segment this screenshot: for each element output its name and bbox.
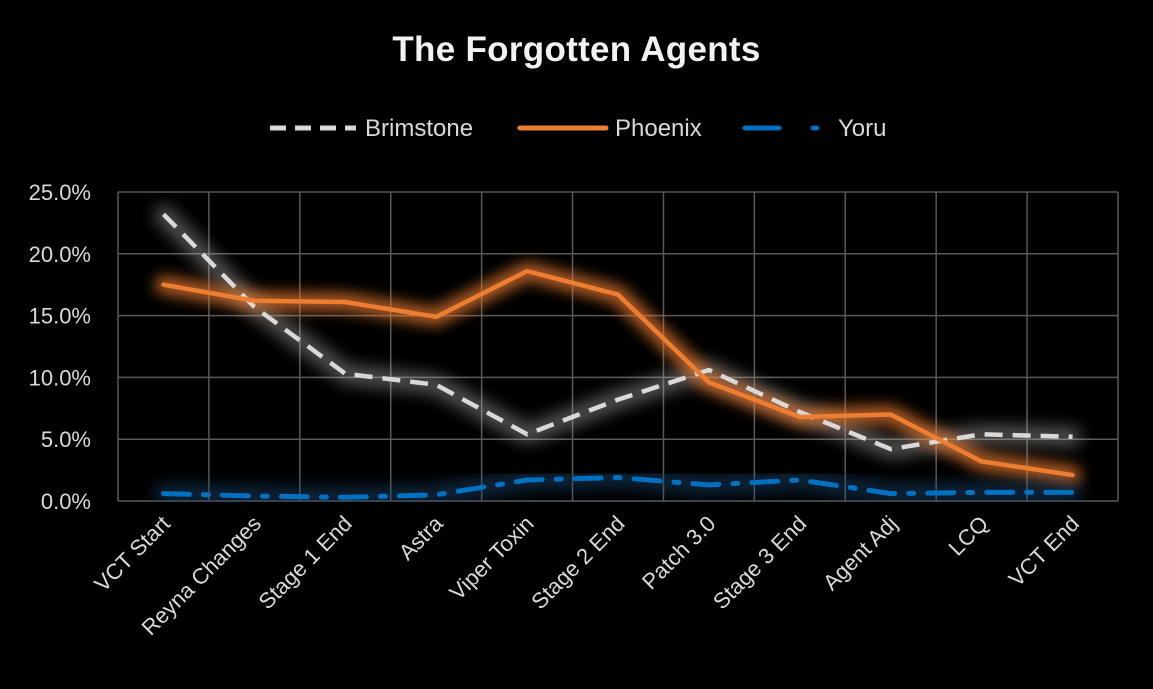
x-tick-label: Stage 2 End [526, 511, 629, 614]
x-tick-label: Stage 1 End [253, 511, 356, 614]
legend-item-phoenix[interactable]: Phoenix [517, 115, 702, 142]
x-tick-label: Stage 3 End [708, 511, 811, 614]
y-tick-label: 20.0% [29, 242, 91, 267]
y-tick-label: 10.0% [29, 365, 91, 390]
series-lines [160, 212, 1076, 500]
x-tick-label: LCQ [943, 511, 993, 561]
series-line-brimstone[interactable] [161, 212, 1073, 452]
chart-title: The Forgotten Agents [392, 30, 761, 69]
y-tick-label: 15.0% [29, 304, 91, 329]
y-tick-label: 5.0% [41, 427, 91, 452]
y-tick-label: 0.0% [41, 489, 91, 514]
x-tick-label: Patch 3.0 [637, 511, 720, 594]
legend-label-yoru: Yoru [838, 115, 887, 142]
x-tick-label: Viper Toxin [445, 511, 539, 605]
y-tick-label: 25.0% [29, 180, 91, 205]
x-tick-label: Agent Adj [818, 511, 902, 595]
x-tick-label: Astra [394, 510, 449, 565]
series-line-phoenix[interactable] [161, 268, 1075, 478]
legend-label-phoenix: Phoenix [615, 115, 702, 142]
legend-item-yoru[interactable]: Yoru [742, 115, 887, 142]
legend-item-brimstone[interactable]: Brimstone [270, 115, 473, 142]
legend[interactable]: Brimstone Phoenix Yoru [270, 115, 887, 142]
x-tick-label: VCT End [1004, 511, 1085, 592]
x-tick-label: VCT Start [89, 511, 175, 597]
legend-label-brimstone: Brimstone [365, 115, 473, 142]
grid [117, 191, 1119, 502]
series-line-yoru[interactable] [160, 475, 1076, 500]
